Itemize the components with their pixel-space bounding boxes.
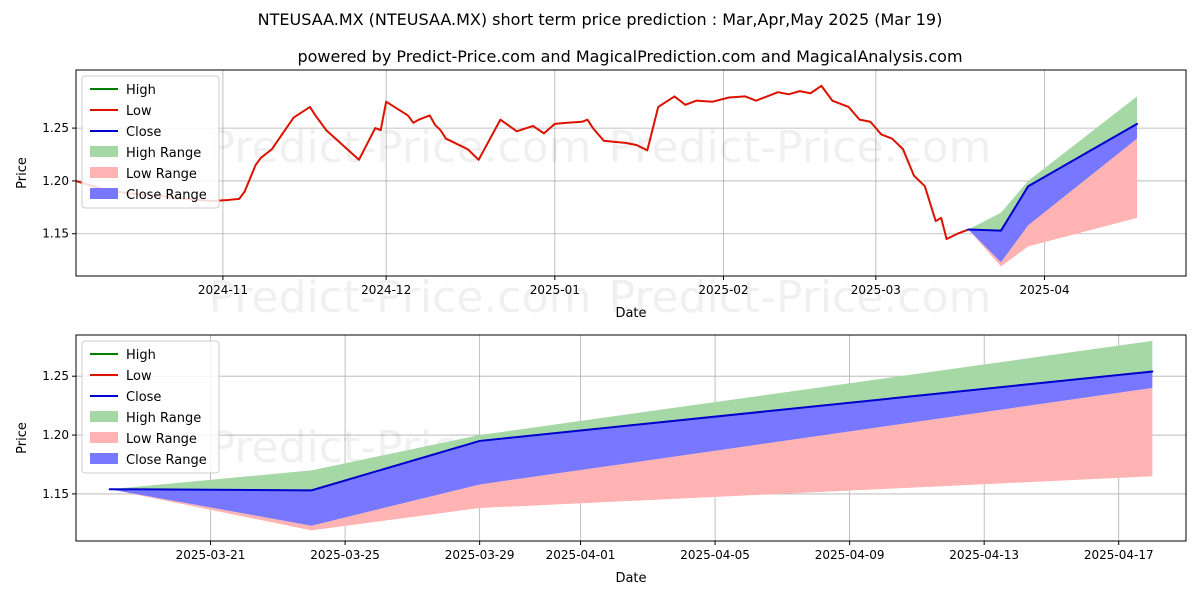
x-tick-label: 2025-03-21 bbox=[176, 548, 246, 562]
watermark-text: Predict-Price.com bbox=[609, 272, 992, 323]
x-tick-label: 2025-03 bbox=[851, 283, 901, 297]
watermark-group: Predict-Price.com Predict-Price.com Predic… bbox=[209, 122, 992, 323]
x-tick-label: 2025-04-13 bbox=[949, 548, 1019, 562]
plot-series bbox=[108, 340, 1154, 531]
x-tick-label: 2025-04-01 bbox=[546, 548, 616, 562]
y-tick-label: 1.20 bbox=[42, 174, 69, 188]
x-tick-label: 2024-12 bbox=[361, 283, 411, 297]
y-axis-label: Price bbox=[15, 157, 30, 189]
legend-label-low: Low bbox=[126, 104, 152, 119]
axes: 2025-03-21 2025-03-25 2025-03-29 2025-04-01… bbox=[15, 369, 1154, 586]
y-tick-label: 1.15 bbox=[42, 227, 69, 241]
high-range-band bbox=[109, 340, 1153, 491]
watermark-text: Predict-Price.com bbox=[209, 272, 592, 323]
plot-frame bbox=[75, 69, 1187, 277]
y-axis-label: Price bbox=[15, 422, 30, 454]
watermark-text: Predict-Price.com bbox=[209, 122, 592, 173]
legend: High Low Close High Range Low Range Close Ran… bbox=[81, 340, 220, 474]
legend-swatch-high-range bbox=[90, 146, 118, 157]
x-tick-label: 2024-11 bbox=[198, 283, 248, 297]
chart-subtitle: powered by Predict-Price.com and Magical… bbox=[297, 47, 962, 66]
low-history-line bbox=[76, 84, 970, 241]
legend-swatch-close-range bbox=[90, 188, 118, 199]
close-forecast-line bbox=[108, 370, 1154, 492]
legend: High Low Close High Range Low Range Close Ran… bbox=[81, 75, 220, 209]
x-tick-label: 2025-02 bbox=[698, 283, 748, 297]
legend-label-high-range: High Range bbox=[126, 146, 201, 161]
chart-title: NTEUSAA.MX (NTEUSAA.MX) short term price… bbox=[258, 10, 943, 29]
axes: 2024-11 2024-12 2025-01 2025-02 2025-03 2025-… bbox=[15, 121, 1070, 321]
y-tick-label: 1.15 bbox=[42, 487, 69, 501]
legend-swatch-low-range bbox=[90, 432, 118, 443]
plot-frame bbox=[75, 334, 1187, 542]
plot-series bbox=[76, 84, 1139, 267]
price-history-chart: Predict-Price.com Predict-Price.com Predic… bbox=[15, 69, 1187, 323]
legend-label-low: Low bbox=[126, 369, 152, 384]
x-tick-label: 2025-04 bbox=[1019, 283, 1069, 297]
legend-label-close-range: Close Range bbox=[126, 188, 207, 203]
legend-swatch-high-range bbox=[90, 411, 118, 422]
x-tick-label: 2025-04-05 bbox=[680, 548, 750, 562]
forecast-detail-chart: Predict-Price.comPredict-Price.com2025-0… bbox=[15, 334, 1187, 586]
x-tick-label: 2025-04-17 bbox=[1084, 548, 1154, 562]
legend-label-high-range: High Range bbox=[126, 411, 201, 426]
legend-label-high: High bbox=[126, 83, 156, 98]
legend-label-low-range: Low Range bbox=[126, 432, 197, 447]
x-tick-label: 2025-03-25 bbox=[310, 548, 380, 562]
legend-swatch-close-range bbox=[90, 453, 118, 464]
legend-label-high: High bbox=[126, 348, 156, 363]
legend-label-low-range: Low Range bbox=[126, 167, 197, 182]
legend-label-close-range: Close Range bbox=[126, 453, 207, 468]
low-range-band bbox=[968, 138, 1138, 267]
legend-swatch-low-range bbox=[90, 167, 118, 178]
low-range-band bbox=[109, 387, 1153, 531]
legend-label-close: Close bbox=[126, 125, 161, 140]
x-tick-label: 2025-04-09 bbox=[815, 548, 885, 562]
high-range-band bbox=[968, 96, 1138, 231]
x-tick-label: 2025-03-29 bbox=[445, 548, 515, 562]
close-range-band bbox=[109, 371, 1153, 526]
x-axis-label: Date bbox=[615, 571, 646, 586]
y-tick-label: 1.25 bbox=[42, 121, 69, 135]
x-axis-label: Date bbox=[615, 306, 646, 321]
x-tick-label: 2025-01 bbox=[530, 283, 580, 297]
legend-label-close: Close bbox=[126, 390, 161, 405]
y-tick-label: 1.20 bbox=[42, 428, 69, 442]
y-tick-label: 1.25 bbox=[42, 369, 69, 383]
watermark-text: Predict-Price.com bbox=[609, 122, 992, 173]
close-range-band bbox=[968, 123, 1138, 263]
close-forecast-line bbox=[967, 122, 1139, 232]
